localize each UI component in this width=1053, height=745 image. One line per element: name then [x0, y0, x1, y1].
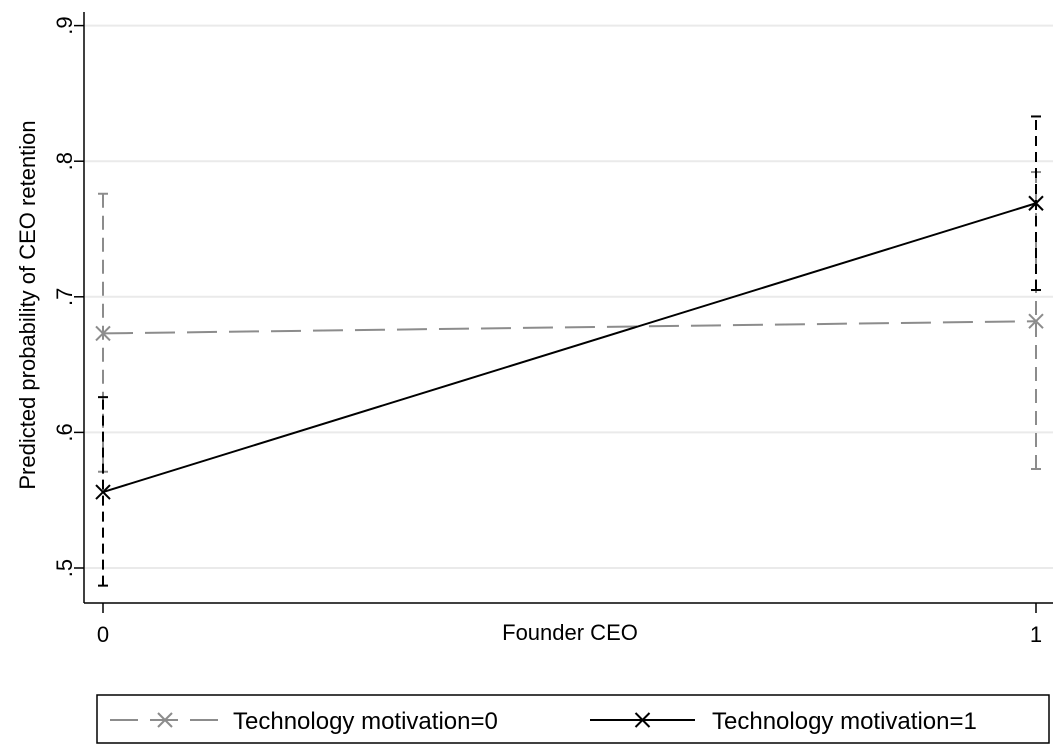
tick-labels: .5 .6 .7 .8 .9 0 1 — [52, 16, 1042, 647]
y-tick-label: .9 — [52, 16, 77, 34]
y-tick-label: .8 — [52, 152, 77, 170]
x-axis-title: Founder CEO — [502, 620, 638, 645]
legend-item-0: Technology motivation=0 — [110, 708, 498, 735]
series-lines — [95, 195, 1044, 500]
data-point-series-0-0 — [95, 325, 111, 342]
x-marker-stroke — [157, 712, 173, 728]
y-tick-label: .7 — [52, 288, 77, 306]
x-marker-stroke — [1028, 313, 1044, 329]
series-line-1 — [102, 202, 1037, 494]
data-point-series-0-1 — [1028, 313, 1044, 329]
x-marker-stroke — [1028, 195, 1044, 211]
y-tick-label: .5 — [52, 559, 77, 577]
legend-label: Technology motivation=0 — [233, 708, 498, 735]
legend-box — [96, 694, 1050, 744]
x-marker-stroke — [95, 484, 111, 500]
x-marker-stroke — [634, 712, 651, 728]
data-point-series-1-1 — [1028, 195, 1044, 211]
grid-lines — [85, 24, 1053, 569]
x-tick-label: 1 — [1030, 622, 1042, 647]
y-axis-title: Predicted probability of CEO retention — [15, 120, 40, 489]
x-tick-label: 0 — [97, 622, 109, 647]
data-point-series-1-0 — [95, 484, 111, 500]
legend-item-1: Technology motivation=1 — [590, 708, 977, 735]
legend-swatch-marker — [634, 712, 651, 728]
y-tick-label: .6 — [52, 423, 77, 441]
series-line-0 — [102, 320, 1037, 335]
axes — [74, 12, 1053, 613]
legend-label: Technology motivation=1 — [712, 708, 977, 735]
legend-swatch-marker — [157, 712, 173, 728]
ci-bar-series-1-point-0 — [98, 396, 108, 587]
confidence-intervals — [98, 115, 1041, 587]
x-marker-stroke — [95, 325, 111, 342]
legend: Technology motivation=0 Technology motiva… — [96, 694, 1050, 744]
